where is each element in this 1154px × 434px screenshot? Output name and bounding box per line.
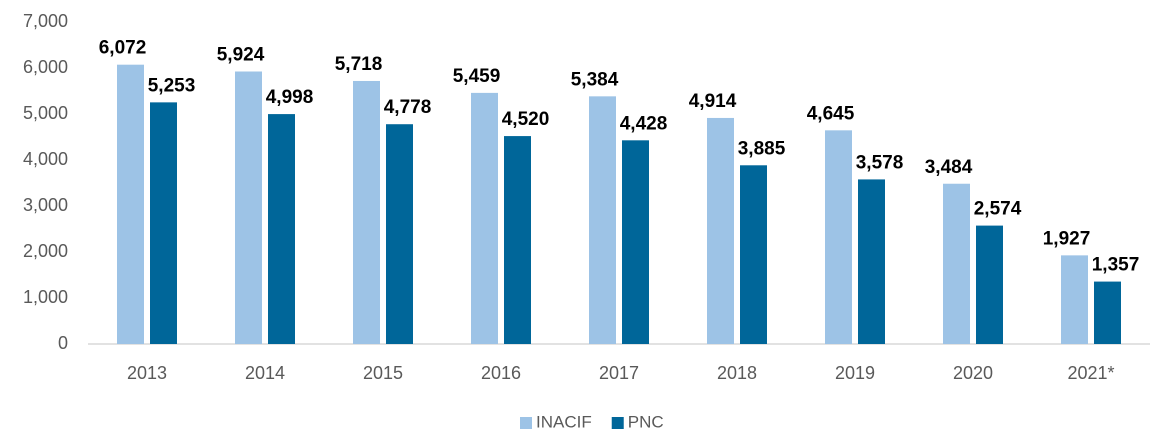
value-label: 5,459 [453, 66, 501, 87]
value-label: 4,428 [620, 113, 668, 134]
y-tick-label: 4,000 [23, 149, 68, 169]
x-tick-label: 2017 [599, 363, 639, 383]
bar [858, 179, 885, 344]
value-label: 5,718 [335, 54, 383, 75]
value-label: 3,578 [856, 152, 904, 173]
y-tick-label: 5,000 [23, 103, 68, 123]
value-label: 1,357 [1092, 255, 1140, 276]
value-label: 4,914 [689, 91, 737, 112]
legend-swatch [520, 417, 532, 429]
y-tick-label: 7,000 [23, 11, 68, 31]
bar [386, 124, 413, 344]
x-tick-label: 2016 [481, 363, 521, 383]
x-tick-label: 2021* [1067, 363, 1114, 383]
value-label: 2,574 [974, 199, 1022, 220]
value-label: 5,253 [148, 75, 196, 96]
bar [117, 64, 144, 345]
value-label: 6,072 [99, 38, 147, 59]
y-tick-label: 0 [58, 333, 68, 353]
bar [1061, 255, 1088, 344]
x-tick-label: 2018 [717, 363, 757, 383]
legend-label: PNC [628, 412, 664, 431]
value-label: 4,998 [266, 87, 314, 108]
value-label: 3,885 [738, 138, 786, 159]
value-label: 1,927 [1043, 228, 1091, 249]
value-label: 5,384 [571, 69, 619, 90]
x-tick-label: 2015 [363, 363, 403, 383]
x-tick-label: 2013 [127, 363, 167, 383]
bar [504, 136, 531, 344]
value-label: 4,778 [384, 97, 432, 118]
bar [707, 117, 734, 345]
bar [825, 130, 852, 344]
bar [943, 183, 970, 344]
value-label: 5,924 [217, 45, 265, 66]
value-label: 4,645 [807, 103, 855, 124]
bar [740, 165, 767, 344]
y-tick-label: 3,000 [23, 195, 68, 215]
value-label: 4,520 [502, 109, 550, 130]
y-tick-label: 6,000 [23, 57, 68, 77]
bar [976, 225, 1003, 344]
x-tick-label: 2020 [953, 363, 993, 383]
bar [353, 80, 380, 345]
y-tick-label: 1,000 [23, 287, 68, 307]
bar [268, 114, 295, 344]
bar [235, 71, 262, 344]
bar [471, 92, 498, 344]
legend-label: INACIF [536, 412, 592, 431]
bar [622, 140, 649, 344]
legend-swatch [611, 417, 624, 429]
bar [589, 96, 616, 344]
bar [150, 102, 177, 344]
x-tick-label: 2014 [245, 363, 285, 383]
bar [1094, 281, 1121, 344]
x-tick-label: 2019 [835, 363, 875, 383]
y-tick-label: 2,000 [23, 241, 68, 261]
value-label: 3,484 [925, 157, 973, 178]
